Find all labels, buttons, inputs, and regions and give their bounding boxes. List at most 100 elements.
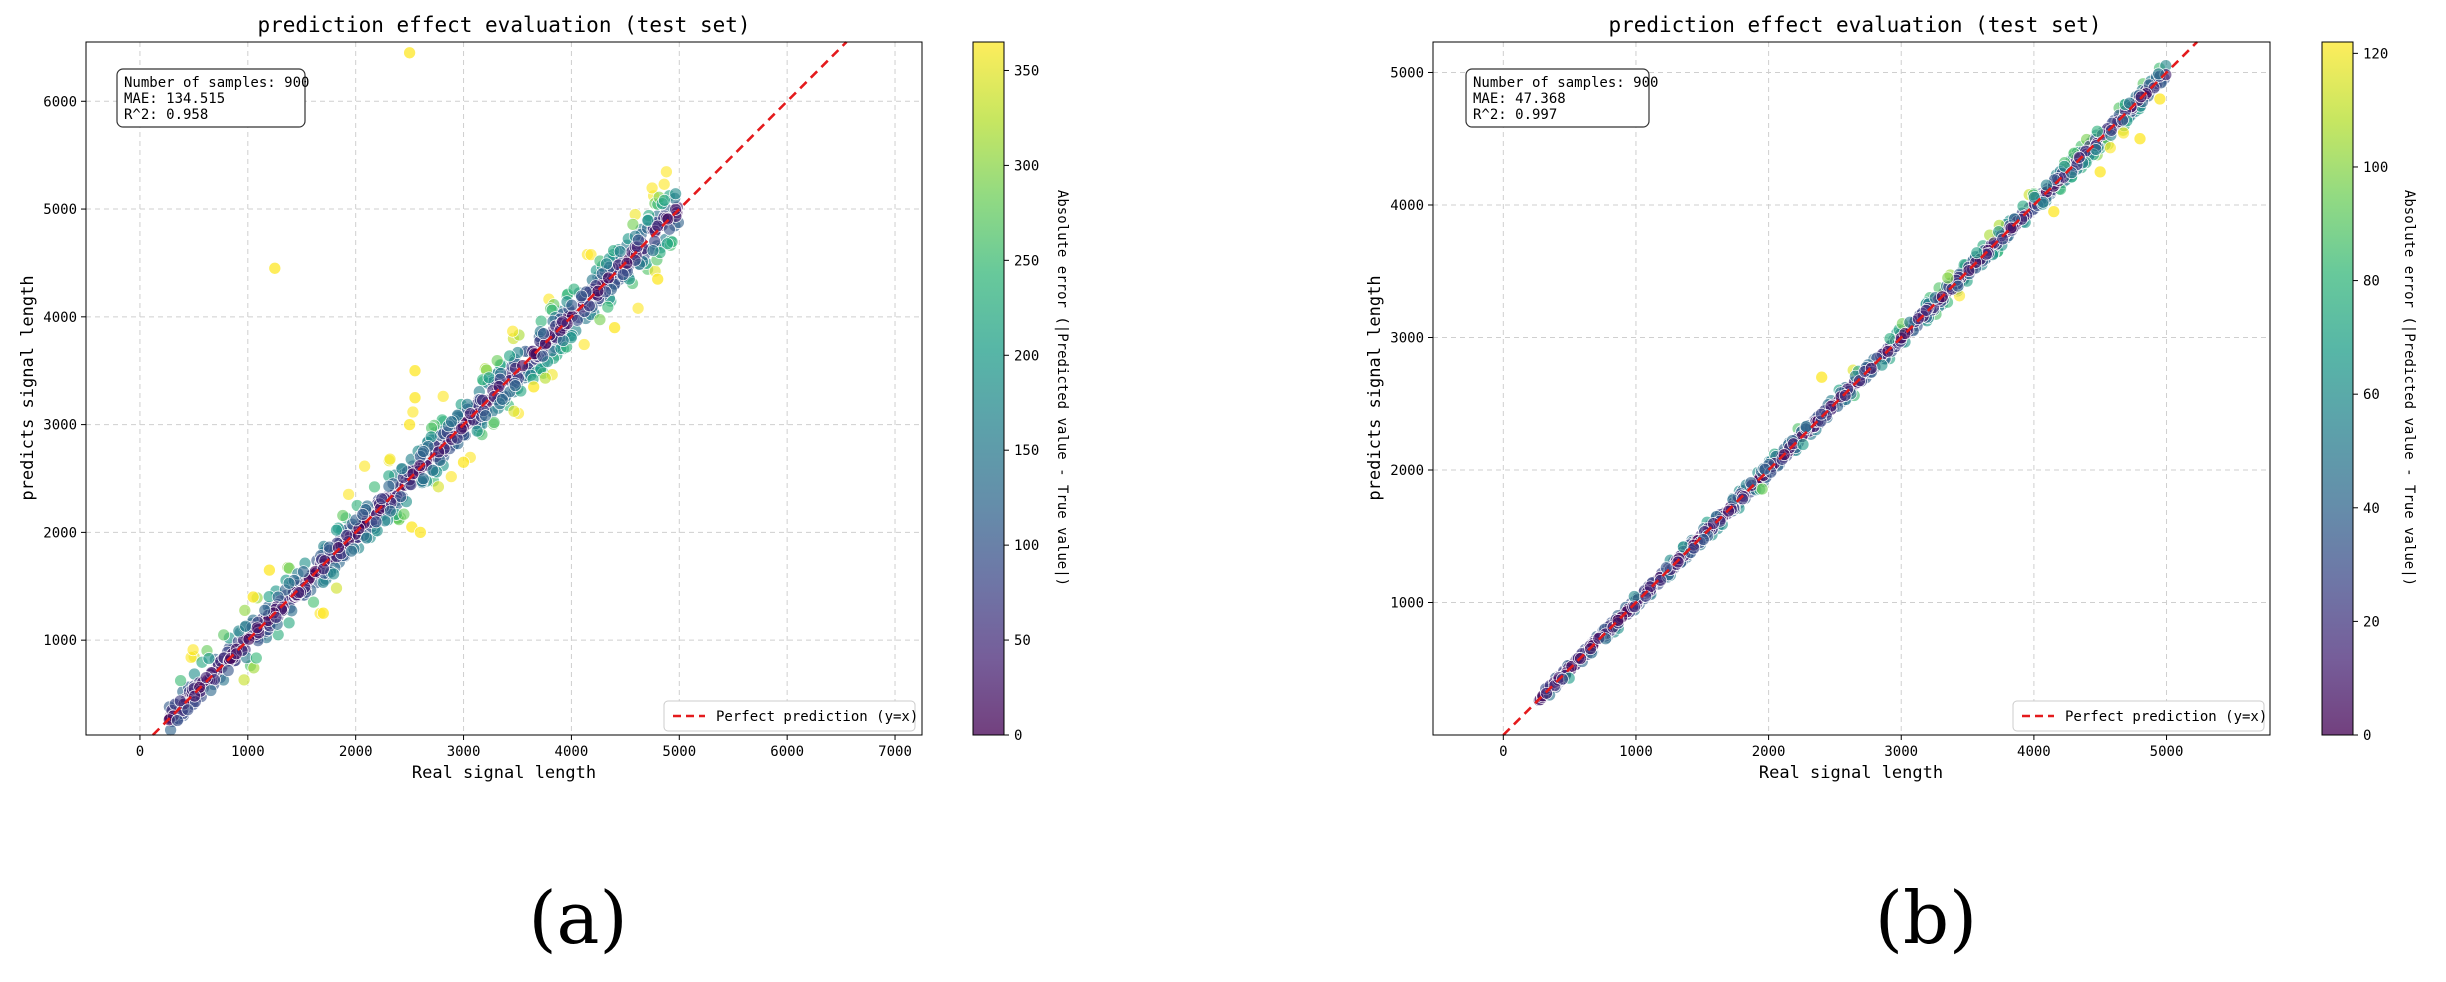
y-tick-label: 2000 (43, 525, 77, 541)
x-tick-label: 2000 (339, 744, 373, 760)
perfect-prediction-line (1502, 41, 2198, 736)
data-point (382, 479, 396, 493)
data-point (1996, 232, 2010, 246)
data-point (375, 492, 389, 506)
data-point (445, 415, 458, 428)
data-point (174, 674, 187, 687)
data-point (397, 507, 411, 521)
colorbar-tick-label: 200 (1014, 348, 1039, 364)
outlier-point (316, 606, 330, 620)
data-point (657, 177, 671, 191)
data-point (602, 271, 615, 285)
colorbar-tick-label: 350 (1014, 63, 1039, 79)
data-point (229, 647, 243, 661)
x-tick-label: 7000 (878, 744, 912, 760)
data-point (204, 684, 218, 697)
outlier-point (403, 46, 416, 60)
data-point (2152, 67, 2165, 81)
panel-a-stats-box: Number of samples: 900 MAE: 134.515 R^2:… (116, 68, 309, 128)
panel-a-x-ticks: 0 1000 2000 3000 4000 5000 6000 7000 (136, 735, 912, 760)
data-point (1814, 407, 1828, 421)
data-point (490, 354, 504, 367)
panel-b-colorbar: 0 20 40 60 80 100 120 Absolute error (|Predict… (2321, 41, 2417, 744)
panel-a-reference-line (151, 41, 848, 736)
panel-b-colorbar-label: Absolute error (|Predicted value - True … (2401, 190, 2417, 586)
data-point (330, 581, 343, 595)
data-point (1628, 600, 1641, 614)
data-point (217, 628, 231, 642)
data-point (1755, 482, 1769, 496)
colorbar-tick-label: 250 (1014, 253, 1039, 269)
data-point (282, 616, 296, 630)
data-point (249, 651, 263, 665)
data-point (181, 703, 195, 717)
data-point (538, 371, 552, 385)
y-tick-label: 6000 (43, 94, 77, 110)
outlier-point (608, 321, 621, 334)
y-tick-label: 5000 (1390, 65, 1424, 81)
panel-a-x-axis-label: Real signal length (412, 763, 596, 783)
y-tick-label: 3000 (1390, 330, 1424, 346)
panel-b-legend-label: Perfect prediction (y=x) (2065, 709, 2267, 725)
panel-b-stats-samples: Number of samples: 900 (1473, 75, 1658, 91)
data-point (297, 565, 310, 579)
panel-a-colorbar-ticks: 0 50 100 150 200 250 300 350 (1004, 63, 1039, 744)
colorbar-tick-label: 20 (2363, 614, 2380, 630)
data-point (188, 689, 201, 703)
data-point (503, 349, 516, 363)
panel-b-y-axis-label: predicts signal length (1365, 275, 1385, 500)
data-point (2089, 143, 2103, 156)
data-point (432, 445, 446, 459)
y-tick-label: 3000 (43, 418, 77, 434)
x-tick-label: 5000 (662, 744, 696, 760)
data-point (369, 515, 383, 529)
panel-b-stats-r2: R^2: 0.997 (1473, 107, 1557, 123)
data-point (356, 508, 370, 521)
data-point (482, 371, 496, 385)
outlier-point (408, 391, 422, 405)
colorbar-tick-label: 80 (2363, 274, 2380, 290)
outlier-point (2153, 92, 2167, 106)
y-tick-label: 2000 (1390, 463, 1424, 479)
panel-a-stats-samples: Number of samples: 900 (124, 75, 309, 91)
data-point (507, 404, 521, 418)
panel-b-x-axis-label: Real signal length (1759, 763, 1943, 783)
colorbar-tick-label: 50 (1014, 633, 1031, 649)
panel-b-legend: Perfect prediction (y=x) (2012, 700, 2267, 732)
data-point (661, 237, 674, 251)
perfect-prediction-line (151, 41, 848, 736)
panel-b-y-ticks: 1000 2000 3000 4000 5000 (1390, 65, 1433, 611)
x-tick-label: 3000 (1884, 744, 1918, 760)
data-point (658, 194, 671, 207)
data-point (2123, 96, 2136, 110)
colorbar-tick-label: 40 (2363, 501, 2380, 517)
outlier-point (268, 261, 282, 275)
data-point (444, 470, 458, 483)
panel-a: prediction effect evaluation (test set) … (18, 13, 1070, 960)
panel-a-y-axis-label: predicts signal length (18, 275, 38, 500)
colorbar-tick-label: 120 (2363, 46, 2388, 62)
colorbar-tick-label: 150 (1014, 443, 1039, 459)
y-tick-label: 4000 (1390, 198, 1424, 214)
y-tick-label: 5000 (43, 202, 77, 218)
data-point (360, 531, 374, 545)
data-point (258, 603, 272, 617)
data-point (575, 289, 588, 303)
data-point (660, 165, 673, 179)
data-point (239, 619, 252, 633)
data-point (613, 245, 627, 258)
data-point (577, 338, 591, 351)
panel-b-stats-mae: MAE: 47.368 (1473, 91, 1566, 107)
panel-b-grid (1433, 42, 2270, 735)
data-point (238, 604, 252, 617)
data-point (282, 576, 296, 590)
data-point (406, 405, 420, 419)
data-point (632, 233, 645, 247)
panel-b-plot-frame (1432, 41, 2271, 736)
x-tick-label: 5000 (2150, 744, 2184, 760)
data-point (336, 509, 350, 522)
data-point (1639, 589, 1652, 603)
outlier-point (2093, 165, 2107, 179)
colorbar-tick-label: 100 (1014, 538, 1039, 554)
